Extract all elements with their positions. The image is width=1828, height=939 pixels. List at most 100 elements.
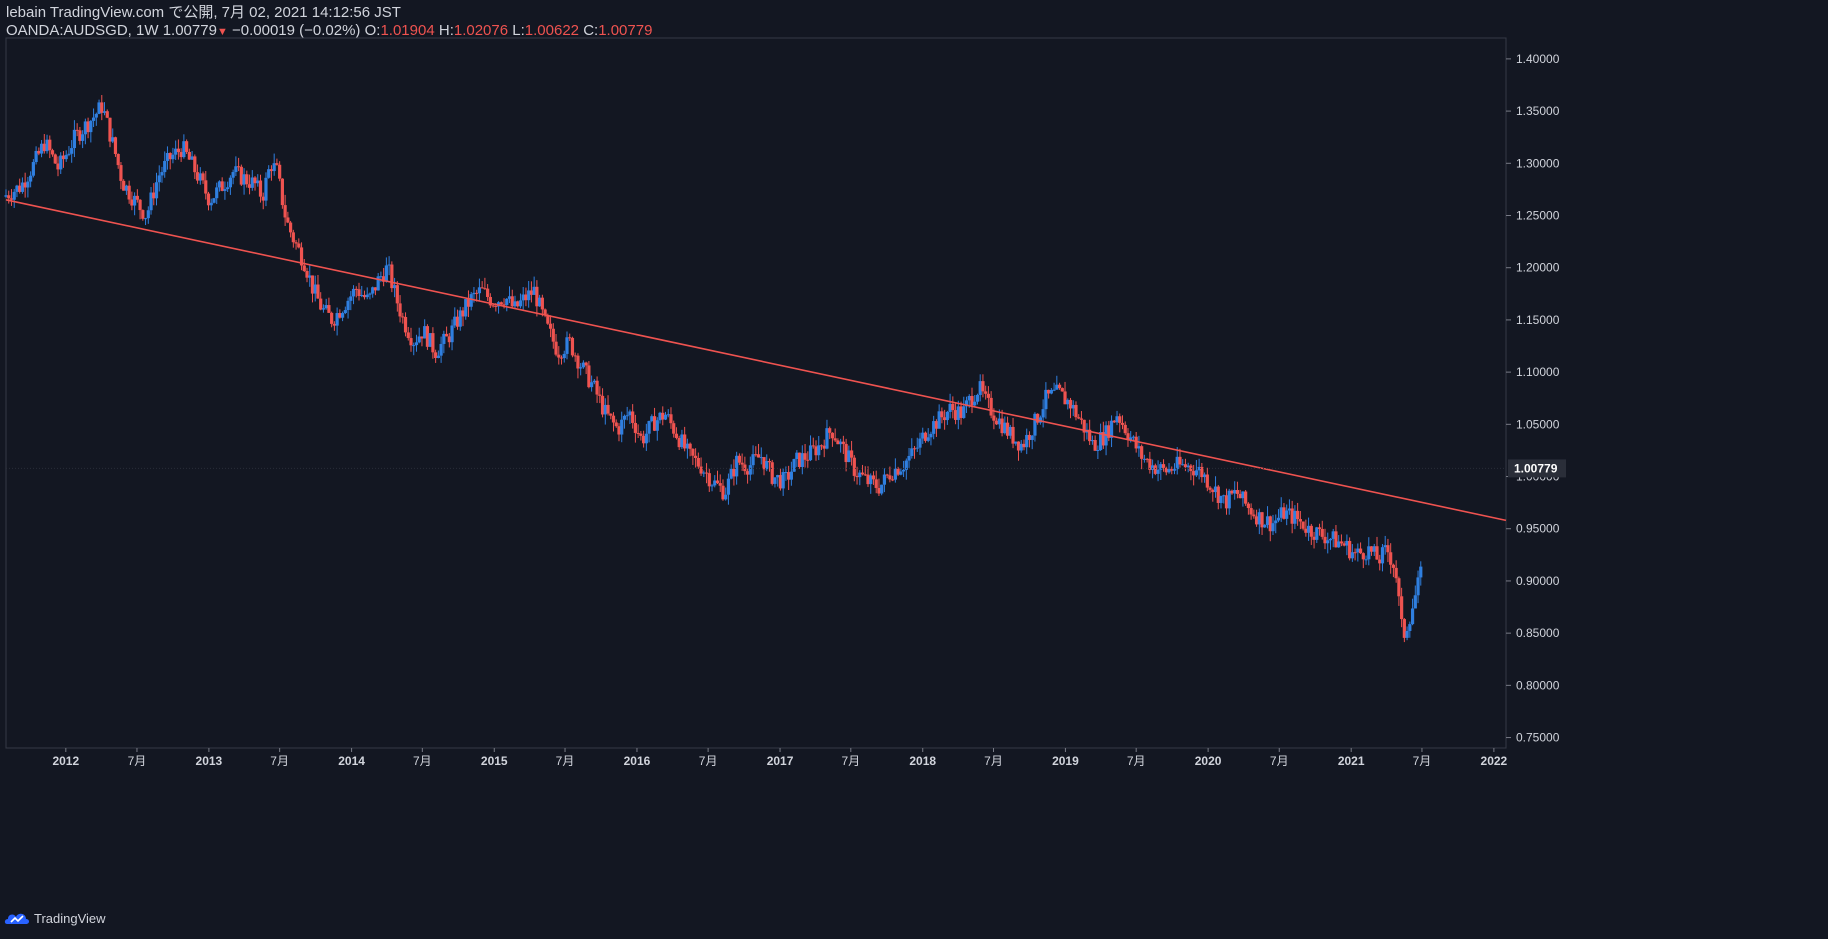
candle-body: [518, 300, 523, 307]
candle-body: [680, 434, 684, 448]
candle-body: [800, 453, 804, 467]
candle-body: [201, 173, 205, 181]
candle-body: [494, 305, 498, 307]
candle-body: [1129, 437, 1133, 440]
low-value: 1.00622: [524, 22, 580, 39]
candle-body: [1071, 404, 1075, 409]
candle-body: [614, 422, 618, 427]
candle-body: [639, 433, 643, 436]
candle-body: [458, 310, 462, 327]
candle-body: [20, 182, 25, 192]
candle-body: [1276, 517, 1281, 521]
candle-body: [72, 129, 77, 149]
candle-body: [48, 139, 52, 151]
time-tick-label: 7月: [841, 754, 860, 768]
candle-body: [672, 423, 676, 434]
candle-body: [1271, 523, 1275, 532]
candle-body: [863, 474, 867, 476]
candle-body: [1361, 553, 1365, 560]
candle-body: [910, 448, 914, 456]
candle-body: [1030, 435, 1034, 440]
candle-body: [75, 129, 79, 131]
candle-body: [918, 438, 922, 448]
candle-body: [261, 196, 265, 201]
candle-body: [83, 121, 87, 135]
time-tick-label: 2020: [1195, 754, 1222, 768]
candle-body: [609, 413, 613, 416]
candle-body: [264, 177, 268, 201]
candle-body: [937, 411, 941, 429]
candle-body: [953, 410, 958, 420]
candle-body: [176, 148, 181, 153]
footer-brand[interactable]: TradingView: [4, 910, 106, 926]
candle-body: [502, 304, 506, 306]
candle-body: [1093, 440, 1097, 451]
candle-body: [940, 411, 944, 418]
trendline[interactable]: [5, 199, 1507, 522]
candle-body: [759, 457, 763, 459]
candle-body: [699, 466, 703, 474]
candle-body: [513, 301, 517, 307]
time-tick-label: 7月: [128, 754, 147, 768]
candle-body: [986, 393, 991, 398]
time-axis[interactable]: 2012 7月 2013 7月 2014 7月 2015 7月 2016 7月 2017 7月 2018…: [52, 748, 1508, 768]
candle-body: [562, 353, 566, 359]
candle-body: [113, 137, 118, 155]
candle-body: [1410, 608, 1415, 625]
candle-body: [420, 336, 424, 339]
down-arrow-icon: ▼: [216, 26, 228, 38]
candle-body: [102, 111, 107, 113]
candle-body: [340, 313, 345, 318]
candle-body: [891, 479, 895, 481]
candle-body: [319, 298, 323, 310]
candle-body: [1145, 458, 1149, 460]
candle-body: [486, 288, 490, 297]
candle-body: [732, 468, 736, 477]
candle-body: [81, 134, 85, 141]
candle-body: [795, 452, 799, 460]
trendline-layer[interactable]: [5, 199, 1507, 522]
candle-body: [1134, 436, 1138, 449]
candle-body: [652, 416, 657, 431]
candle-body: [1011, 426, 1015, 444]
candle-body: [735, 455, 739, 477]
candle-body: [442, 333, 446, 344]
candle-body: [1074, 404, 1078, 418]
candle-body: [901, 469, 906, 472]
candle-body: [1257, 512, 1261, 525]
candle-body: [1120, 422, 1125, 425]
candle-body: [1312, 536, 1316, 540]
candle-body: [100, 102, 104, 113]
candle-body: [1109, 420, 1114, 438]
symbol-label[interactable]: OANDA:AUDSGD, 1W: [6, 22, 159, 39]
candle-body: [978, 381, 982, 395]
candle-body: [1090, 440, 1094, 442]
candle-body: [745, 471, 750, 475]
candle-body: [1175, 456, 1179, 470]
candle-body: [253, 177, 257, 184]
candle-body: [882, 474, 887, 485]
candle-body: [715, 480, 720, 484]
candle-body: [1400, 596, 1404, 620]
candle-body: [286, 217, 290, 223]
candle-series: [4, 95, 1423, 643]
candle-body: [1079, 418, 1084, 420]
candle-body: [696, 457, 700, 467]
candle-body: [1055, 384, 1059, 390]
candle-body: [477, 287, 482, 294]
candle-body: [1063, 391, 1067, 405]
candle-body: [272, 163, 276, 172]
candle-body: [324, 305, 328, 309]
candle-body: [989, 397, 993, 416]
candle-body: [948, 403, 952, 412]
candle-body: [401, 316, 405, 318]
candle-body: [625, 415, 629, 417]
candle-body: [1036, 413, 1040, 423]
price-axis[interactable]: 1.40000 1.35000 1.30000 1.25000 1.20000 1.150…: [1506, 52, 1560, 745]
candle-body: [622, 415, 627, 420]
candle-body: [124, 185, 129, 191]
candle-body: [283, 205, 287, 218]
candle-body: [111, 137, 115, 142]
candle-body: [406, 332, 410, 339]
